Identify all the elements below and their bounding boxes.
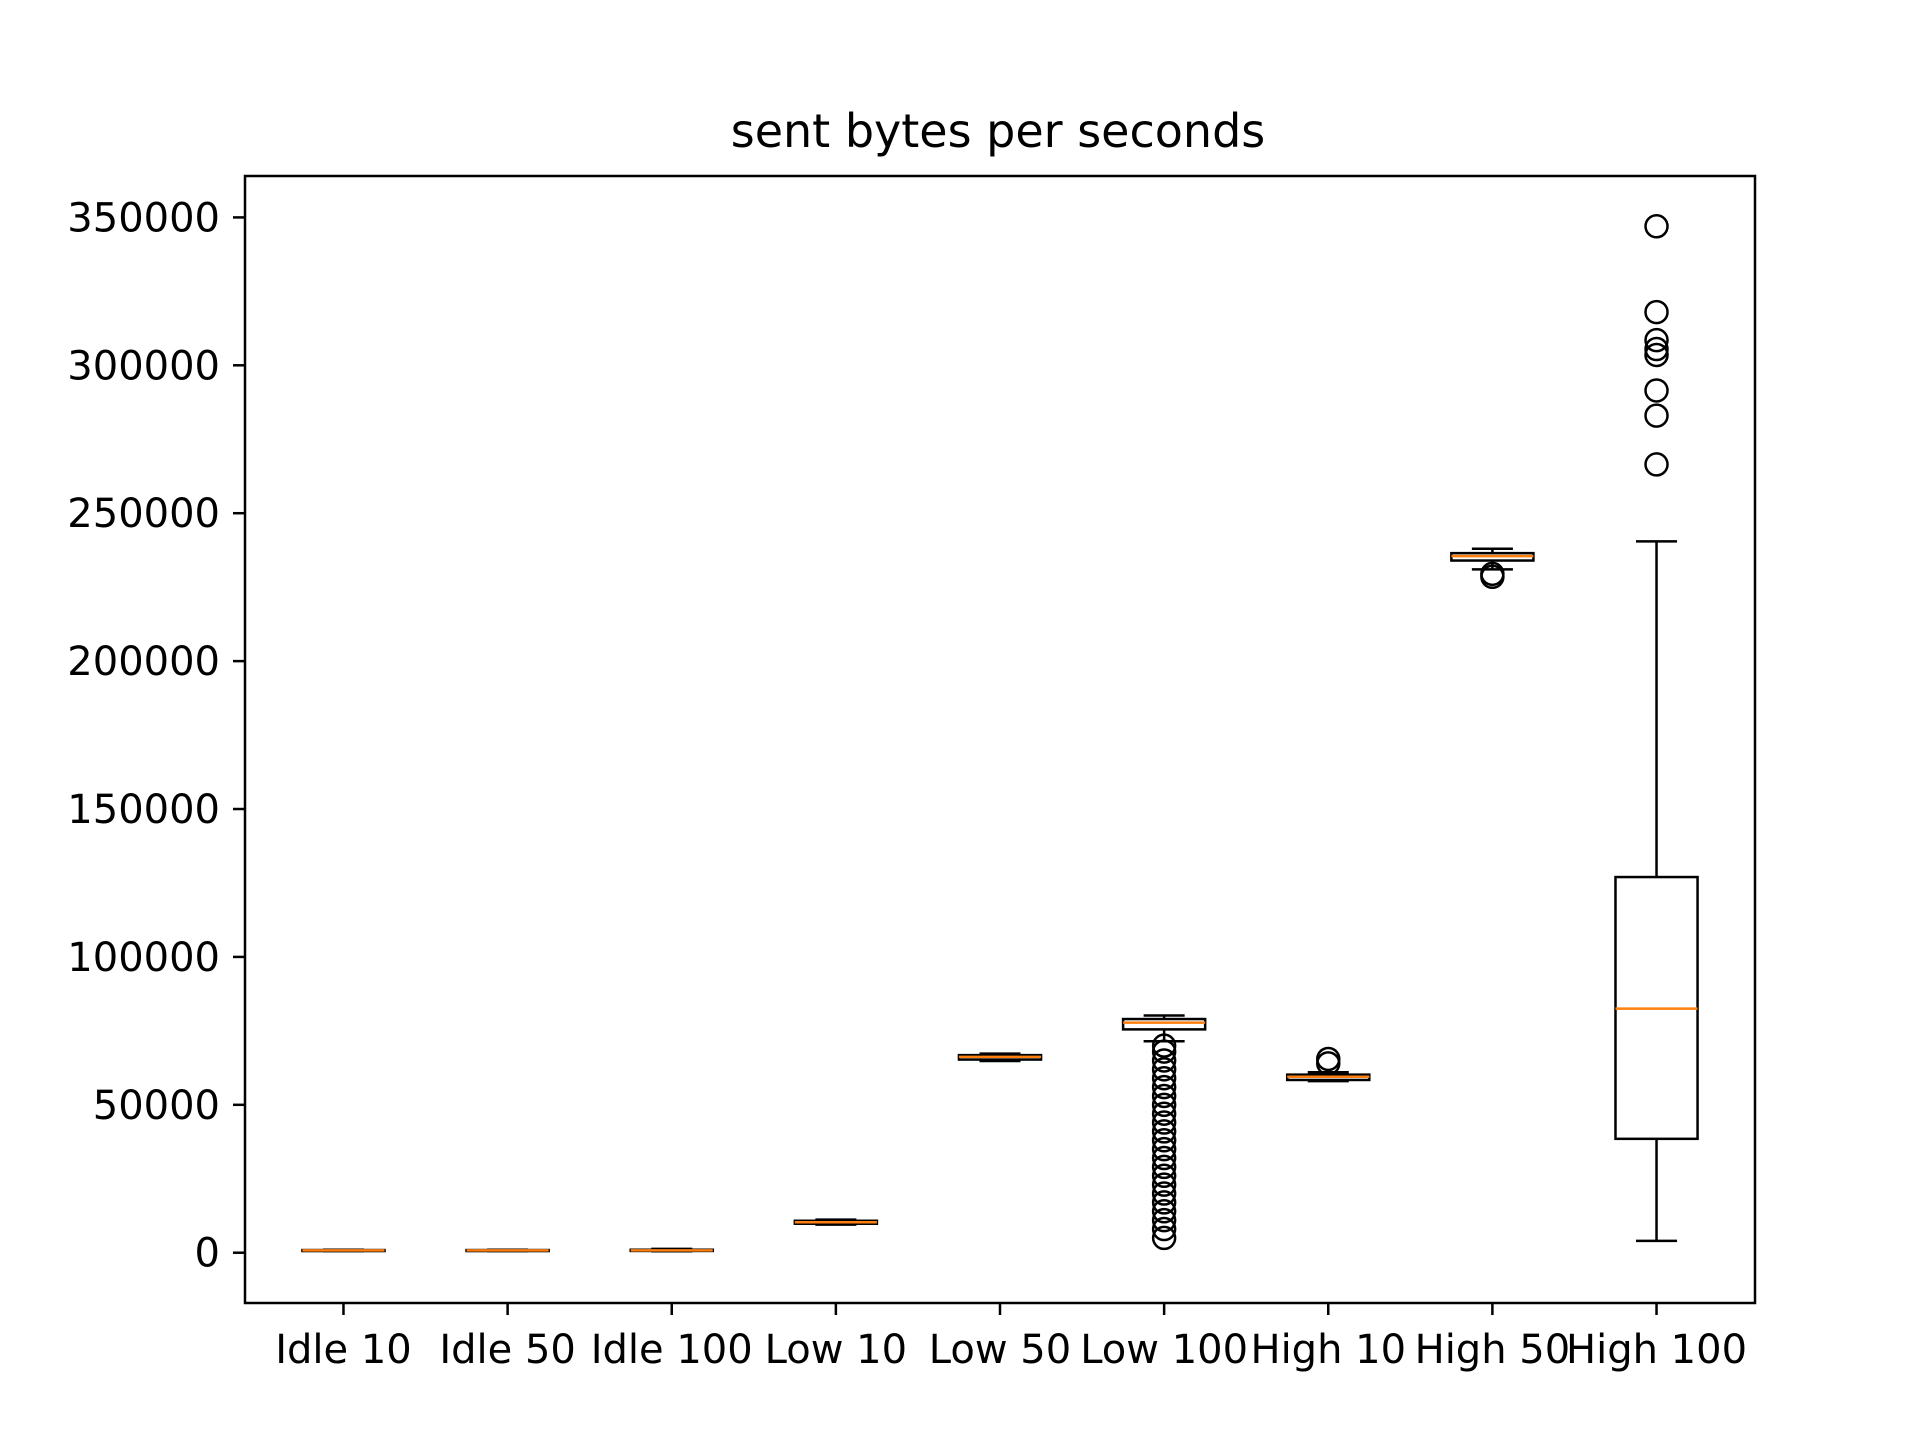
x-tick-label: Low 10 — [765, 1327, 907, 1373]
y-tick-label: 100000 — [67, 935, 220, 981]
outlier-point — [1644, 452, 1669, 477]
box-low-50 — [957, 1052, 1043, 1063]
y-tick-label: 300000 — [67, 343, 220, 389]
outlier-point — [1151, 1225, 1177, 1251]
x-tick-label: High 10 — [1250, 1327, 1406, 1373]
outlier-point — [1644, 214, 1669, 239]
box-body — [1121, 1017, 1207, 1031]
outlier-point — [1151, 1199, 1177, 1224]
x-axis: Idle 10 Idle 50 Idle 100 Low 10 Low 50 Low 10… — [275, 1303, 1747, 1373]
y-tick-label: 0 — [195, 1231, 220, 1277]
outlier-point — [1151, 1119, 1177, 1144]
box-idle-10 — [301, 1248, 386, 1253]
outlier-point — [1151, 1057, 1177, 1082]
outlier-point — [1151, 1074, 1177, 1100]
y-tick-label: 200000 — [67, 639, 220, 685]
plot-frame — [243, 174, 1757, 1305]
outlier-point — [1480, 561, 1505, 587]
outlier-point — [1151, 1101, 1177, 1126]
outlier-point — [1644, 299, 1669, 325]
outlier-point — [1151, 1207, 1177, 1233]
outlier-point — [1151, 1163, 1177, 1189]
y-axis: 0 50000 100000 150000 200000 250000 300000 3500… — [67, 195, 245, 1277]
box-idle-50 — [465, 1248, 550, 1253]
x-tick-label: High 50 — [1415, 1327, 1571, 1373]
outlier-point — [1151, 1136, 1177, 1162]
chart-title: sent bytes per seconds — [731, 104, 1265, 158]
outlier-point — [1151, 1128, 1177, 1153]
outlier-point — [1151, 1172, 1177, 1197]
outlier-point — [1151, 1048, 1177, 1073]
outlier-point — [1644, 378, 1669, 403]
outlier-point — [1151, 1216, 1177, 1242]
x-tick-label: High 100 — [1566, 1327, 1747, 1373]
x-tick-label: Idle 10 — [275, 1327, 412, 1373]
outlier-point — [1151, 1154, 1177, 1180]
y-tick-label: 350000 — [67, 195, 220, 241]
box-low-10 — [793, 1218, 879, 1226]
outlier-point — [1644, 403, 1669, 428]
outlier-point — [1644, 336, 1669, 362]
box-idle-100 — [629, 1247, 715, 1253]
x-tick-label: Low 50 — [929, 1327, 1071, 1373]
y-tick-label: 150000 — [67, 787, 220, 833]
outlier-point — [1644, 327, 1669, 353]
outlier-point — [1644, 342, 1669, 368]
box-high-100 — [1614, 214, 1699, 1243]
x-tick-label: Idle 50 — [439, 1327, 576, 1373]
x-tick-label: Low 100 — [1080, 1327, 1248, 1373]
outlier-point — [1151, 1092, 1177, 1118]
outlier-point — [1151, 1083, 1177, 1109]
boxes-layer — [301, 214, 1699, 1253]
outlier-point — [1151, 1065, 1177, 1091]
box-high-10 — [1285, 1046, 1371, 1083]
box-high-50 — [1450, 547, 1535, 590]
outlier-point — [1151, 1039, 1177, 1064]
outlier-point — [1151, 1145, 1177, 1171]
y-tick-label: 50000 — [93, 1083, 220, 1129]
outlier-point — [1151, 1033, 1177, 1058]
outlier-point — [1316, 1046, 1341, 1072]
y-tick-label: 250000 — [67, 491, 220, 537]
outlier-point — [1151, 1110, 1177, 1135]
outlier-point — [1151, 1190, 1177, 1215]
box-low-100 — [1121, 1014, 1207, 1251]
outlier-point — [1151, 1181, 1177, 1206]
x-tick-label: Idle 100 — [591, 1327, 753, 1373]
